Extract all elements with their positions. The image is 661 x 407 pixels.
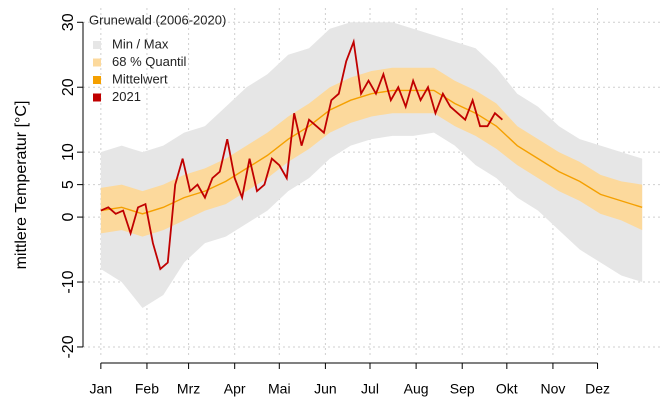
legend-label: 2021 [112,89,141,104]
legend-swatch [93,58,101,67]
legend-label: Min / Max [112,36,169,51]
band [100,67,643,237]
y-tick-label: 5 [60,180,77,189]
legend-title: Grunewald (2006-2020) [89,12,226,27]
legend-label: 68 % Quantil [112,54,187,69]
legend-swatch [93,41,101,49]
x-tick-label: Feb [135,381,159,397]
y-axis-label: mittlere Temperatur [°C] [13,101,30,270]
x-tick-label: Okt [496,381,518,397]
x-tick-label: Dez [585,381,610,397]
y-tick-label: 0 [60,213,77,222]
x-tick-label: Jan [90,381,113,397]
x-tick-label: Aug [404,381,429,397]
line [100,89,643,215]
y-tick-label: 30 [60,13,77,31]
x-tick-label: Jul [361,381,379,397]
x-tick-label: Nov [540,381,565,397]
x-tick-label: Mrz [177,381,200,397]
legend-swatch [93,76,101,84]
line [100,38,503,271]
y-tick-label: 10 [60,143,77,161]
y-tick-label: -20 [60,335,77,358]
x-tick-label: Mai [268,381,291,397]
x-tick-label: Sep [450,381,475,397]
legend-label: Mittelwert [112,71,168,86]
legend-swatch [93,93,101,102]
y-tick-label: -10 [60,270,77,293]
legend: Grunewald (2006-2020) Min / Max 68 % Quant… [89,12,226,104]
y-tick-label: 20 [60,78,77,96]
x-tick-label: Jun [314,381,337,397]
band [100,22,643,309]
x-tick-label: Apr [224,381,246,397]
